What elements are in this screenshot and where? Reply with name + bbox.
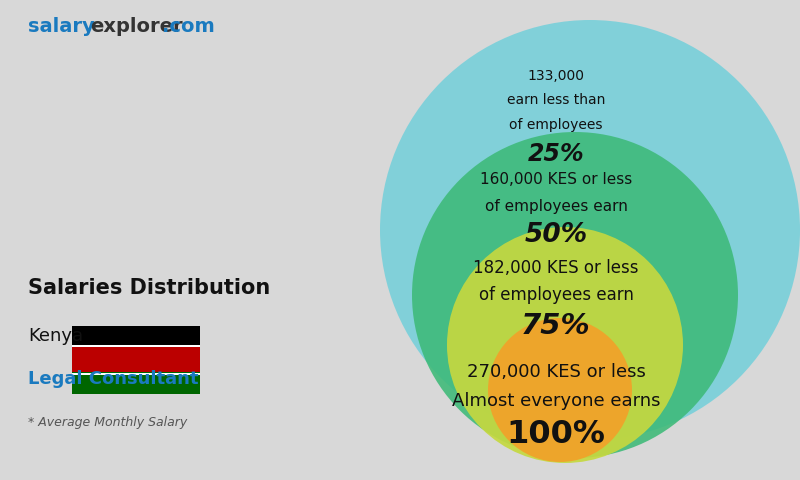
Text: Kenya: Kenya <box>28 327 83 345</box>
Text: of employees earn: of employees earn <box>478 286 634 304</box>
Text: .com: .com <box>162 17 214 36</box>
Text: of employees earn: of employees earn <box>485 199 627 214</box>
Text: 50%: 50% <box>525 222 587 248</box>
Text: 100%: 100% <box>506 419 606 450</box>
Circle shape <box>488 318 632 462</box>
Bar <box>72 326 200 394</box>
Bar <box>72 372 200 394</box>
Text: * Average Monthly Salary: * Average Monthly Salary <box>28 416 187 429</box>
Text: 160,000 KES or less: 160,000 KES or less <box>480 172 632 188</box>
Bar <box>72 345 200 347</box>
Text: Salaries Distribution: Salaries Distribution <box>28 278 270 298</box>
Text: Legal Consultant: Legal Consultant <box>28 370 198 388</box>
Circle shape <box>412 132 738 458</box>
Text: explorer: explorer <box>90 17 182 36</box>
Text: earn less than: earn less than <box>507 93 605 107</box>
Circle shape <box>380 20 800 440</box>
Circle shape <box>447 227 683 463</box>
Bar <box>72 346 200 374</box>
Text: Almost everyone earns: Almost everyone earns <box>452 392 660 410</box>
Text: 133,000: 133,000 <box>527 69 585 83</box>
Text: 25%: 25% <box>528 142 584 166</box>
Text: 75%: 75% <box>521 312 591 340</box>
Text: 270,000 KES or less: 270,000 KES or less <box>466 363 646 381</box>
Bar <box>72 373 200 375</box>
Text: salary: salary <box>28 17 94 36</box>
Text: of employees: of employees <box>510 118 602 132</box>
Text: 182,000 KES or less: 182,000 KES or less <box>474 259 638 277</box>
